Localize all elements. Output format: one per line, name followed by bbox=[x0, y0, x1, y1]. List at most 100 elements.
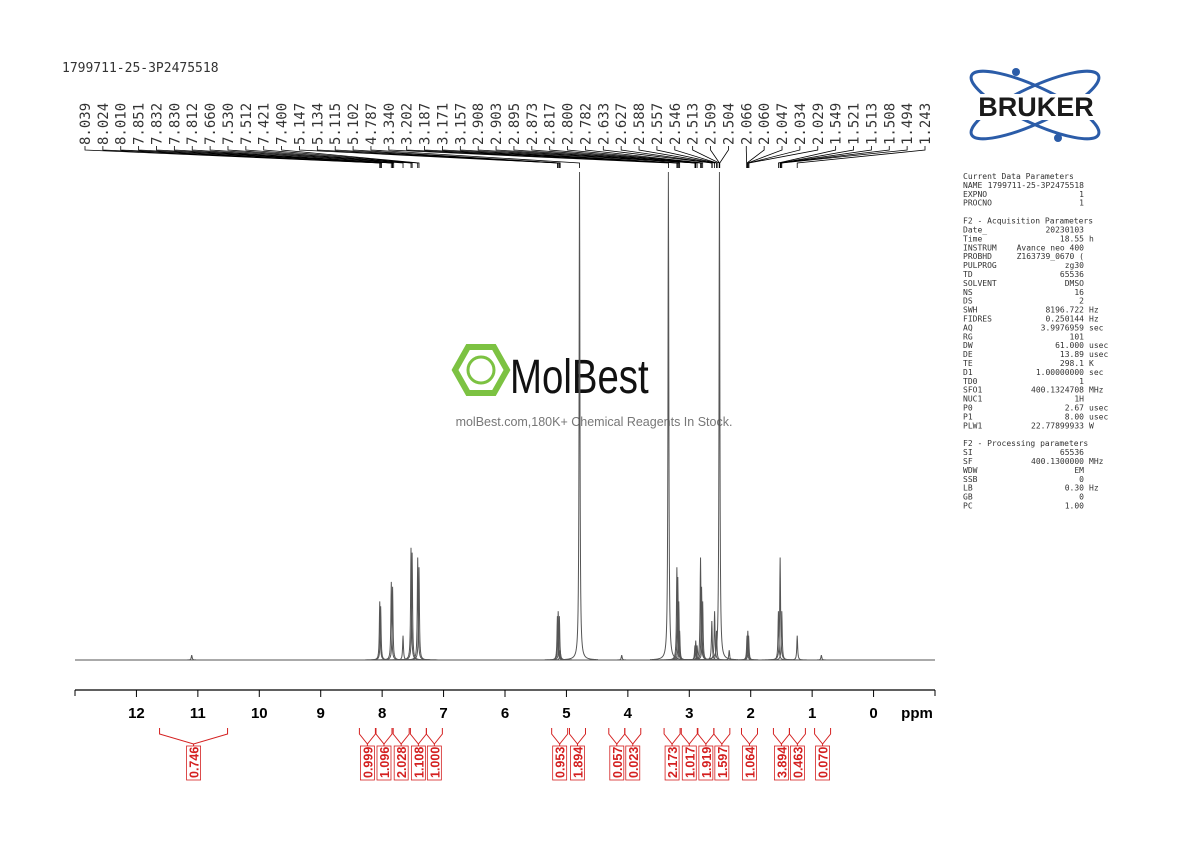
integral-box bbox=[681, 745, 697, 781]
peak-label: 2.546 bbox=[668, 103, 684, 145]
watermark-ring bbox=[466, 355, 496, 385]
param-unit: K bbox=[1089, 359, 1094, 368]
peak-label: 2.513 bbox=[686, 103, 702, 145]
param-value: 400.1300000 bbox=[1031, 457, 1084, 466]
param-key: EXPNO bbox=[963, 190, 987, 199]
logo-dot bbox=[1012, 68, 1020, 76]
param-key: DS bbox=[963, 297, 973, 306]
param-value: 1 bbox=[1079, 199, 1084, 208]
peak-leader bbox=[748, 146, 801, 168]
x-tick-label: 9 bbox=[317, 705, 325, 722]
integral-label: 0.070 bbox=[817, 747, 831, 778]
integral-label: 1.000 bbox=[428, 747, 442, 778]
integral-bracket bbox=[159, 728, 229, 746]
integral-box bbox=[393, 745, 409, 781]
param-unit: Hz bbox=[1089, 484, 1099, 493]
param-section-title: Current Data Parameters bbox=[963, 172, 1074, 181]
peak-leader bbox=[748, 146, 819, 168]
peak-leader bbox=[781, 146, 908, 168]
logo-orbit bbox=[969, 69, 1101, 141]
peak-label: 2.557 bbox=[650, 103, 666, 145]
param-value: 2 bbox=[1079, 297, 1084, 306]
peak-leader bbox=[747, 146, 783, 168]
param-value: 1 bbox=[1079, 190, 1084, 199]
peak-label: 3.157 bbox=[453, 103, 469, 145]
param-key: SFO1 bbox=[963, 386, 982, 395]
integral-label: 1.096 bbox=[378, 747, 392, 778]
param-unit: MHz bbox=[1089, 457, 1104, 466]
param-value: 22.77899933 bbox=[1031, 421, 1084, 430]
integral-box bbox=[790, 745, 805, 781]
param-key: PC bbox=[963, 502, 973, 511]
param-value: 61.000 bbox=[1055, 341, 1084, 350]
param-value: 101 bbox=[1070, 332, 1085, 341]
peak-label: 5.147 bbox=[292, 103, 308, 145]
param-key: GB bbox=[963, 493, 973, 502]
watermark: MolBest molBest.com,180K+ Chemical Reage… bbox=[451, 344, 732, 429]
peak-label: 2.800 bbox=[561, 103, 577, 145]
integral-bracket bbox=[680, 728, 698, 746]
logo-backdrop bbox=[958, 94, 1114, 120]
integral-label: 1.064 bbox=[743, 747, 757, 778]
peak-label: 2.047 bbox=[775, 103, 791, 145]
peak-label: 2.903 bbox=[489, 103, 505, 145]
signal-peak bbox=[561, 171, 598, 661]
peak-leader bbox=[638, 146, 715, 168]
param-value: 0.250144 bbox=[1045, 315, 1084, 324]
peak-leader bbox=[513, 146, 697, 168]
peak-label: 2.633 bbox=[596, 103, 612, 145]
integral-box bbox=[552, 745, 568, 781]
logo-dot bbox=[1054, 134, 1062, 142]
peak-leader bbox=[674, 146, 718, 168]
peak-label: 8.024 bbox=[96, 103, 112, 145]
param-key: TD0 bbox=[963, 377, 978, 386]
peak-label: 7.512 bbox=[239, 103, 255, 145]
watermark-hexagon bbox=[451, 344, 511, 396]
integral-box bbox=[714, 745, 730, 781]
param-value: 8196.722 bbox=[1045, 306, 1084, 315]
param-key: INSTRUM bbox=[963, 243, 997, 252]
signal-peak bbox=[173, 654, 211, 661]
logo-text: BRUKER bbox=[978, 92, 1094, 122]
peak-label: 2.509 bbox=[704, 103, 720, 145]
param-value: 1799711-25-3P2475518 bbox=[988, 181, 1085, 190]
peak-label: 1.494 bbox=[900, 103, 916, 145]
x-tick-label: 6 bbox=[501, 705, 509, 722]
integral-bracket bbox=[568, 728, 586, 746]
param-value: 18.55 bbox=[1060, 234, 1084, 243]
param-value: zg30 bbox=[1065, 261, 1084, 270]
signal-peak bbox=[778, 635, 816, 661]
peak-label: 2.060 bbox=[757, 103, 773, 145]
peak-label: 7.400 bbox=[275, 103, 291, 145]
x-tick-label: 8 bbox=[378, 705, 386, 722]
param-value: 0 bbox=[1079, 475, 1084, 484]
peak-label: 3.340 bbox=[382, 103, 398, 145]
param-key: P0 bbox=[963, 404, 973, 413]
param-value: 1.00 bbox=[1065, 502, 1084, 511]
integral-label: 2.173 bbox=[666, 747, 680, 778]
x-tick-label: 3 bbox=[685, 705, 693, 722]
peak-label: 8.039 bbox=[78, 103, 94, 145]
integral-bracket bbox=[663, 728, 681, 746]
integral-bracket bbox=[425, 728, 443, 746]
integral-box bbox=[359, 745, 375, 781]
param-key: Time bbox=[963, 234, 982, 243]
param-value: 8.00 bbox=[1065, 412, 1084, 421]
integral-box bbox=[186, 745, 201, 781]
x-tick-label: 7 bbox=[439, 705, 447, 722]
peak-label: 8.010 bbox=[114, 103, 130, 145]
peak-leader bbox=[780, 146, 890, 168]
x-tick-label: 5 bbox=[562, 705, 570, 722]
signal-peak bbox=[541, 650, 579, 661]
param-value: 65536 bbox=[1060, 448, 1084, 457]
integral-bracket bbox=[740, 728, 758, 746]
integral-box bbox=[625, 745, 641, 781]
param-value: Avance neo 400 bbox=[1017, 243, 1085, 252]
x-tick-label: 12 bbox=[128, 705, 145, 722]
param-value: 298.1 bbox=[1060, 359, 1084, 368]
param-key: PROBHD bbox=[963, 252, 992, 261]
integral-bracket bbox=[551, 728, 569, 746]
param-key: SF bbox=[963, 457, 973, 466]
integral-box bbox=[570, 745, 585, 781]
signal-peak bbox=[802, 654, 840, 661]
